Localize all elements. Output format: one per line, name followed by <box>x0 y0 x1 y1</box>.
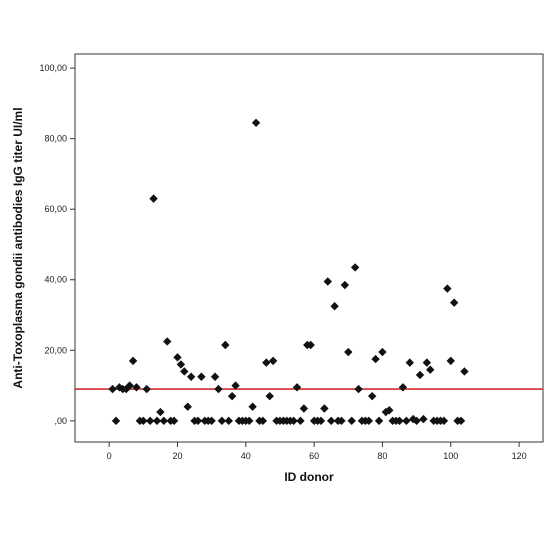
data-point <box>347 416 356 426</box>
y-tick-label: 100,00 <box>39 63 67 73</box>
data-point <box>419 414 428 424</box>
data-point <box>405 358 414 367</box>
data-point <box>316 416 326 426</box>
data-point <box>327 416 336 426</box>
x-tick-label: 120 <box>512 451 527 461</box>
data-point <box>320 404 329 413</box>
data-point <box>268 356 278 366</box>
data-point <box>402 416 411 426</box>
data-point <box>395 416 404 426</box>
data-point <box>108 384 117 394</box>
data-point <box>456 416 466 426</box>
data-point <box>446 356 455 366</box>
data-point <box>152 416 162 426</box>
data-point <box>186 372 196 381</box>
data-point <box>142 384 151 394</box>
data-point <box>443 284 452 293</box>
y-tick-label: 20,00 <box>44 345 67 355</box>
data-point <box>439 416 449 426</box>
x-tick-label: 40 <box>241 451 251 461</box>
data-point <box>169 416 179 426</box>
data-point <box>217 416 227 426</box>
data-point <box>245 416 254 426</box>
x-tick-label: 60 <box>309 451 319 461</box>
data-point <box>299 404 309 413</box>
data-point <box>412 416 421 426</box>
data-point <box>176 360 186 369</box>
data-point <box>159 416 169 426</box>
x-tick-label: 20 <box>172 451 182 461</box>
data-point <box>251 118 261 127</box>
data-point <box>163 337 172 346</box>
data-point <box>231 381 240 390</box>
y-tick-label: 60,00 <box>44 204 67 214</box>
data-point <box>214 384 223 394</box>
x-tick-label: 0 <box>107 451 112 461</box>
data-point <box>139 416 148 426</box>
data-point <box>210 372 220 381</box>
data-point <box>378 347 387 357</box>
data-point <box>340 280 350 290</box>
y-axis-title: Anti-Toxoplasma gondii antibodies IgG ti… <box>11 107 25 388</box>
data-point <box>296 416 305 426</box>
y-axis: ,00 20,00 40,00 60,00 80,00 100,00 <box>39 63 75 426</box>
data-point <box>149 194 158 203</box>
x-axis: 0 20 40 60 80 100 120 <box>107 442 527 461</box>
data-point <box>350 263 360 272</box>
data-point <box>367 391 377 401</box>
plot-frame <box>74 53 544 443</box>
data-point <box>371 354 380 364</box>
data-point <box>122 384 131 394</box>
data-point <box>330 302 339 311</box>
data-point <box>398 383 408 392</box>
data-point <box>323 277 332 286</box>
x-tick-label: 80 <box>377 451 387 461</box>
data-point <box>265 391 274 401</box>
data-point <box>364 416 373 426</box>
data-point <box>449 298 459 307</box>
data-point <box>180 367 189 376</box>
data-point <box>422 358 432 367</box>
data-point <box>258 416 268 426</box>
data-point <box>197 372 206 381</box>
data-point <box>207 416 216 426</box>
data-point <box>173 353 182 362</box>
y-tick-label: 40,00 <box>44 275 67 285</box>
data-point <box>145 416 155 426</box>
data-point <box>128 356 138 366</box>
data-point <box>156 407 165 417</box>
data-points <box>108 118 469 426</box>
data-point <box>415 370 425 380</box>
data-point <box>125 381 134 390</box>
data-point <box>221 340 230 350</box>
data-point <box>227 391 237 401</box>
data-point <box>385 406 394 415</box>
x-tick-label: 100 <box>443 451 458 461</box>
x-axis-title: ID donor <box>284 470 334 484</box>
y-tick-label: 80,00 <box>44 134 67 144</box>
data-point <box>111 416 121 426</box>
data-point <box>344 347 353 357</box>
data-point <box>354 384 363 394</box>
data-point <box>306 340 315 350</box>
data-point <box>132 383 141 392</box>
data-point <box>193 416 203 426</box>
data-point <box>337 416 346 426</box>
data-point <box>262 358 271 367</box>
data-point <box>289 416 298 426</box>
data-point <box>292 383 302 392</box>
data-point <box>374 416 384 426</box>
data-point <box>183 402 192 411</box>
data-point <box>224 416 233 426</box>
y-tick-label: ,00 <box>54 416 67 426</box>
data-point <box>248 402 257 411</box>
data-point <box>426 365 435 374</box>
data-point <box>460 367 469 376</box>
